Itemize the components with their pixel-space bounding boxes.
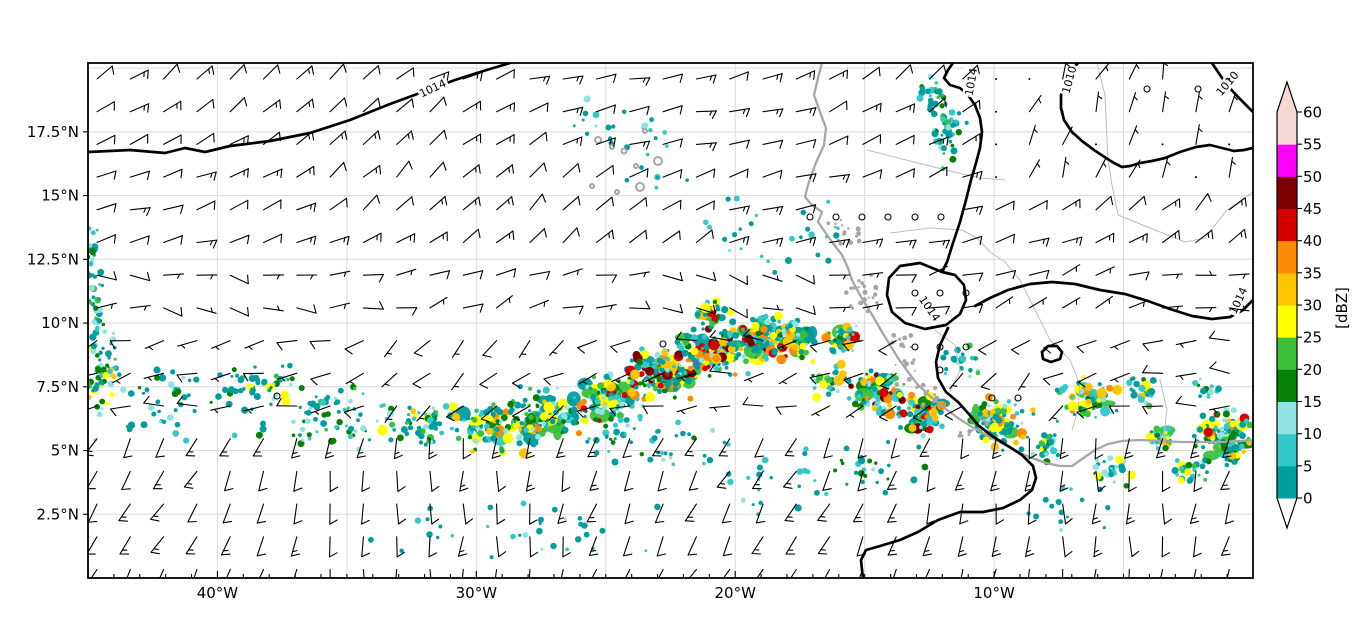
y-axis-tick-label: 17.5°N xyxy=(27,123,79,141)
colorbar-tick-label: 5 xyxy=(1303,457,1313,475)
x-axis-tick-label: 30°W xyxy=(456,584,498,602)
reflectivity-field xyxy=(88,73,1253,560)
wind-barbs xyxy=(88,63,1250,578)
colorbar-tick-label: 0 xyxy=(1303,490,1313,508)
colorbar-tick-label: 35 xyxy=(1303,264,1322,282)
x-axis-tick-label: 40°W xyxy=(197,584,239,602)
colorbar-tick-label: 25 xyxy=(1303,329,1322,347)
colorbar-tick-label: 50 xyxy=(1303,168,1322,186)
colorbar-tick-label: 15 xyxy=(1303,393,1322,411)
x-axis-tick-label: 20°W xyxy=(715,584,757,602)
country-borders xyxy=(866,63,1253,443)
colorbar-tick-label: 45 xyxy=(1303,200,1322,218)
colorbar: 0 5 10 15 20 25 30 35 40 45 50 55 60 [dBZ] xyxy=(1276,80,1351,530)
y-axis-tick-label: 7.5°N xyxy=(36,378,79,396)
y-axis-tick-label: 5°N xyxy=(51,442,79,460)
y-axis-tick-label: 2.5°N xyxy=(36,505,79,523)
colorbar-tick-label: 55 xyxy=(1303,136,1322,154)
y-axis-tick-label: 15°N xyxy=(41,187,79,205)
colorbar-tick-label: 10 xyxy=(1303,425,1322,443)
colorbar-tick-label: 40 xyxy=(1303,232,1322,250)
colorbar-tick-label: 30 xyxy=(1303,297,1322,315)
plot-axes: 40°W 30°W 20°W 10°W 17.5°N 15°N 12.5°N 10°N 7.5°… xyxy=(27,62,1254,602)
y-axis-tick-label: 10°N xyxy=(41,314,79,332)
colorbar-axis-label: [dBZ] xyxy=(1333,287,1351,329)
coastline xyxy=(589,63,1253,468)
colorbar-tick-label: 20 xyxy=(1303,361,1322,379)
colorbar-tick-label: 60 xyxy=(1303,104,1322,122)
x-axis-tick-label: 10°W xyxy=(973,584,1015,602)
calm-wind-circles xyxy=(273,85,1202,402)
y-axis-tick-label: 12.5°N xyxy=(27,250,79,268)
